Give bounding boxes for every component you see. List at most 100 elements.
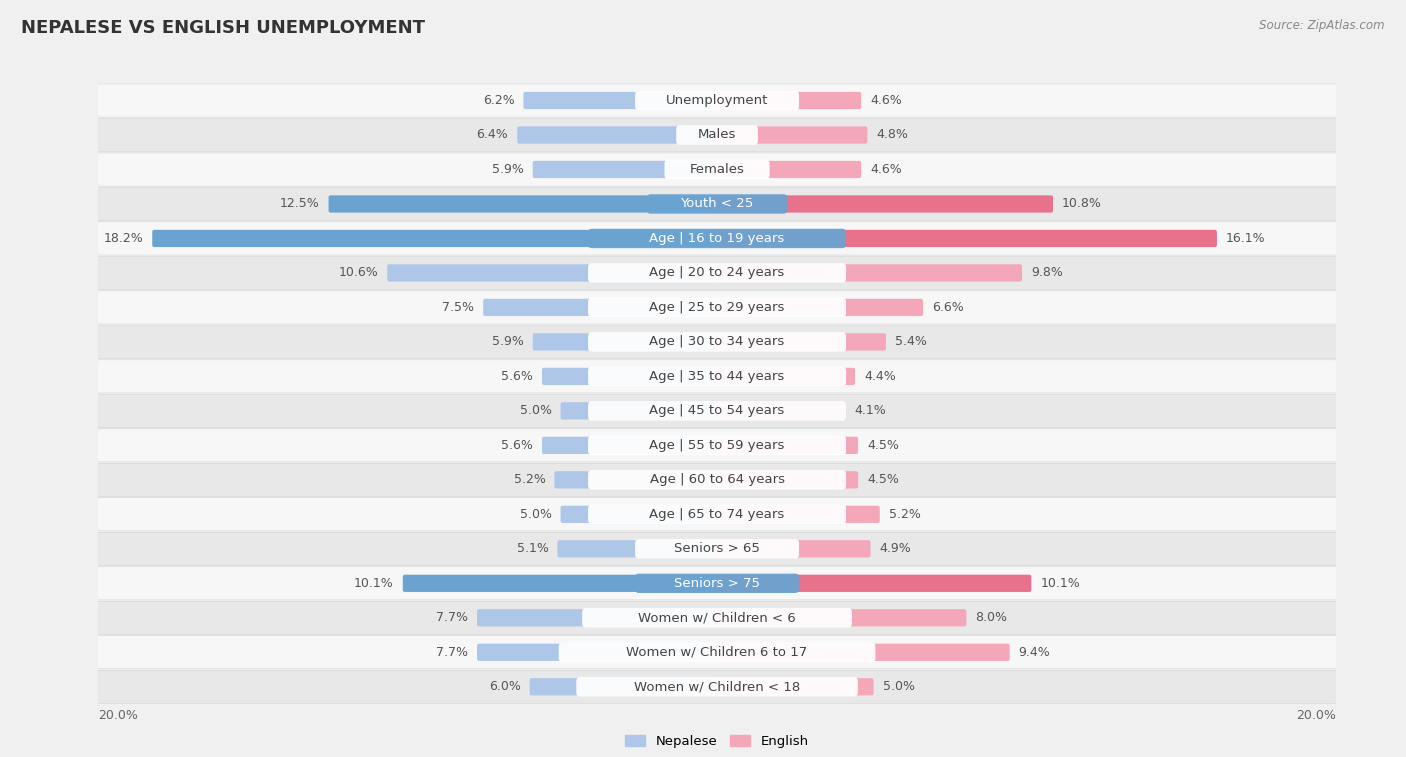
- FancyBboxPatch shape: [98, 188, 1336, 220]
- Text: 7.7%: 7.7%: [436, 646, 468, 659]
- FancyBboxPatch shape: [716, 264, 1022, 282]
- FancyBboxPatch shape: [716, 368, 855, 385]
- FancyBboxPatch shape: [716, 161, 862, 178]
- Text: 5.0%: 5.0%: [520, 404, 551, 417]
- Text: 4.4%: 4.4%: [863, 370, 896, 383]
- Text: Women w/ Children 6 to 17: Women w/ Children 6 to 17: [627, 646, 807, 659]
- FancyBboxPatch shape: [98, 601, 1336, 634]
- Text: 5.9%: 5.9%: [492, 335, 523, 348]
- FancyBboxPatch shape: [558, 643, 876, 662]
- FancyBboxPatch shape: [541, 368, 718, 385]
- Text: 9.4%: 9.4%: [1018, 646, 1050, 659]
- Text: Women w/ Children < 6: Women w/ Children < 6: [638, 612, 796, 625]
- FancyBboxPatch shape: [98, 532, 1336, 565]
- FancyBboxPatch shape: [716, 195, 1053, 213]
- Text: 16.1%: 16.1%: [1226, 232, 1265, 245]
- FancyBboxPatch shape: [98, 326, 1336, 359]
- FancyBboxPatch shape: [636, 539, 799, 559]
- FancyBboxPatch shape: [387, 264, 718, 282]
- FancyBboxPatch shape: [636, 574, 799, 593]
- FancyBboxPatch shape: [477, 643, 718, 661]
- Text: 4.5%: 4.5%: [868, 439, 898, 452]
- Text: 9.8%: 9.8%: [1031, 266, 1063, 279]
- FancyBboxPatch shape: [582, 608, 852, 628]
- FancyBboxPatch shape: [665, 160, 769, 179]
- Text: 5.2%: 5.2%: [889, 508, 921, 521]
- FancyBboxPatch shape: [716, 540, 870, 557]
- Text: Source: ZipAtlas.com: Source: ZipAtlas.com: [1260, 19, 1385, 32]
- FancyBboxPatch shape: [98, 84, 1336, 117]
- FancyBboxPatch shape: [716, 471, 858, 488]
- FancyBboxPatch shape: [716, 678, 873, 696]
- Text: 4.5%: 4.5%: [868, 473, 898, 486]
- Text: Males: Males: [697, 129, 737, 142]
- Text: Age | 35 to 44 years: Age | 35 to 44 years: [650, 370, 785, 383]
- Text: Age | 20 to 24 years: Age | 20 to 24 years: [650, 266, 785, 279]
- Text: 20.0%: 20.0%: [1296, 709, 1336, 722]
- Text: 7.5%: 7.5%: [443, 301, 474, 314]
- Text: Age | 65 to 74 years: Age | 65 to 74 years: [650, 508, 785, 521]
- Text: Age | 16 to 19 years: Age | 16 to 19 years: [650, 232, 785, 245]
- FancyBboxPatch shape: [588, 505, 846, 524]
- FancyBboxPatch shape: [588, 229, 846, 248]
- Text: 4.1%: 4.1%: [855, 404, 886, 417]
- FancyBboxPatch shape: [554, 471, 718, 488]
- FancyBboxPatch shape: [676, 126, 758, 145]
- FancyBboxPatch shape: [98, 463, 1336, 497]
- Text: 10.1%: 10.1%: [1040, 577, 1080, 590]
- FancyBboxPatch shape: [716, 402, 846, 419]
- Text: 8.0%: 8.0%: [976, 612, 1007, 625]
- FancyBboxPatch shape: [517, 126, 718, 144]
- FancyBboxPatch shape: [716, 126, 868, 144]
- Text: 5.6%: 5.6%: [501, 370, 533, 383]
- Text: 10.8%: 10.8%: [1062, 198, 1102, 210]
- FancyBboxPatch shape: [716, 643, 1010, 661]
- Text: 6.0%: 6.0%: [489, 681, 520, 693]
- Text: 6.2%: 6.2%: [482, 94, 515, 107]
- FancyBboxPatch shape: [329, 195, 718, 213]
- Text: 10.6%: 10.6%: [339, 266, 378, 279]
- FancyBboxPatch shape: [647, 195, 787, 213]
- Text: 4.8%: 4.8%: [876, 129, 908, 142]
- FancyBboxPatch shape: [588, 436, 846, 455]
- Text: Seniors > 65: Seniors > 65: [673, 542, 761, 556]
- FancyBboxPatch shape: [98, 636, 1336, 669]
- FancyBboxPatch shape: [98, 394, 1336, 428]
- FancyBboxPatch shape: [588, 332, 846, 351]
- FancyBboxPatch shape: [561, 402, 718, 419]
- Text: Age | 55 to 59 years: Age | 55 to 59 years: [650, 439, 785, 452]
- FancyBboxPatch shape: [484, 299, 718, 316]
- FancyBboxPatch shape: [98, 498, 1336, 531]
- Text: 4.6%: 4.6%: [870, 94, 901, 107]
- FancyBboxPatch shape: [716, 609, 966, 627]
- Text: 5.0%: 5.0%: [520, 508, 551, 521]
- FancyBboxPatch shape: [588, 470, 846, 490]
- Text: 4.6%: 4.6%: [870, 163, 901, 176]
- Text: Females: Females: [689, 163, 745, 176]
- Text: 6.6%: 6.6%: [932, 301, 963, 314]
- Text: 6.4%: 6.4%: [477, 129, 508, 142]
- Text: 5.9%: 5.9%: [492, 163, 523, 176]
- FancyBboxPatch shape: [588, 401, 846, 421]
- FancyBboxPatch shape: [98, 257, 1336, 289]
- Text: Youth < 25: Youth < 25: [681, 198, 754, 210]
- FancyBboxPatch shape: [557, 540, 718, 557]
- Text: Age | 60 to 64 years: Age | 60 to 64 years: [650, 473, 785, 486]
- FancyBboxPatch shape: [98, 360, 1336, 393]
- Text: 5.1%: 5.1%: [516, 542, 548, 556]
- FancyBboxPatch shape: [588, 298, 846, 317]
- FancyBboxPatch shape: [716, 230, 1218, 247]
- FancyBboxPatch shape: [588, 263, 846, 282]
- FancyBboxPatch shape: [716, 575, 1032, 592]
- FancyBboxPatch shape: [716, 299, 924, 316]
- FancyBboxPatch shape: [530, 678, 718, 696]
- Text: Age | 45 to 54 years: Age | 45 to 54 years: [650, 404, 785, 417]
- Text: Unemployment: Unemployment: [666, 94, 768, 107]
- Text: 5.0%: 5.0%: [883, 681, 914, 693]
- FancyBboxPatch shape: [98, 118, 1336, 151]
- FancyBboxPatch shape: [716, 333, 886, 350]
- Text: 12.5%: 12.5%: [280, 198, 319, 210]
- FancyBboxPatch shape: [636, 91, 799, 111]
- FancyBboxPatch shape: [588, 366, 846, 386]
- Legend: Nepalese, English: Nepalese, English: [620, 729, 814, 753]
